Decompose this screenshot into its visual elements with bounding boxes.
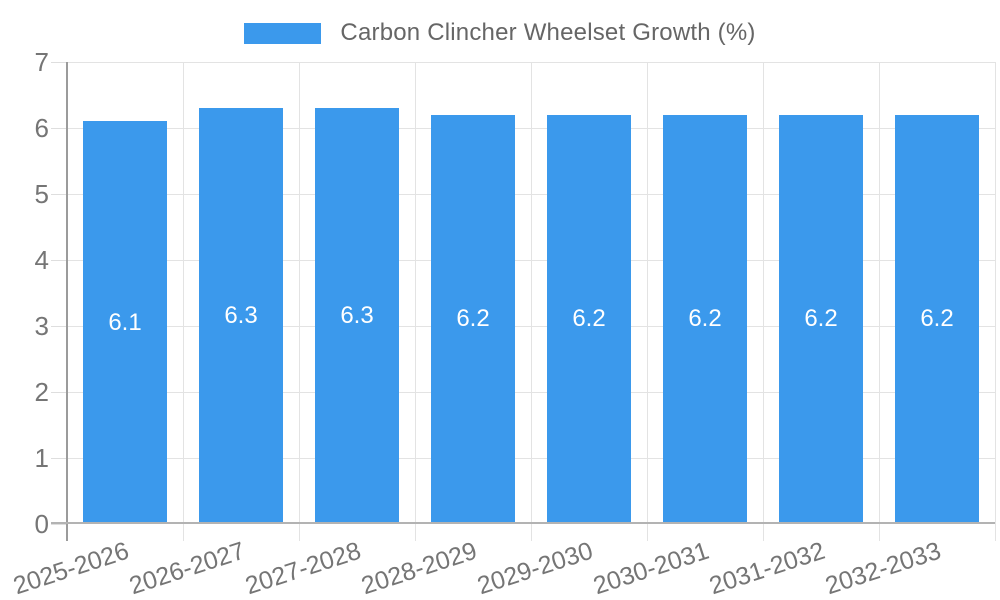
bar[interactable]	[547, 114, 631, 524]
bar[interactable]	[779, 114, 863, 524]
y-axis-label: 7	[34, 47, 49, 77]
y-tick-mark	[51, 127, 67, 129]
y-tick-mark	[51, 259, 67, 261]
y-tick-mark	[51, 391, 67, 393]
y-axis-label: 6	[34, 113, 49, 143]
legend[interactable]: Carbon Clincher Wheelset Growth (%)	[0, 19, 1000, 46]
y-tick-mark	[51, 61, 67, 63]
x-axis-line	[51, 522, 995, 524]
y-tick-mark	[51, 325, 67, 327]
x-gridline	[994, 62, 996, 541]
bar[interactable]	[199, 108, 283, 524]
y-axis-label: 4	[34, 245, 49, 275]
legend-swatch	[244, 22, 322, 44]
x-gridline	[646, 62, 648, 541]
bar-value-label: 6.2	[920, 305, 954, 333]
x-gridline	[878, 62, 880, 541]
y-axis-label: 1	[34, 443, 49, 473]
bar-value-label: 6.2	[572, 305, 606, 333]
bar-value-label: 6.2	[456, 305, 490, 333]
bar-value-label: 6.2	[688, 305, 722, 333]
y-axis-label: 0	[34, 509, 49, 539]
x-gridline	[182, 62, 184, 541]
y-tick-mark	[51, 193, 67, 195]
bar[interactable]	[431, 114, 515, 524]
bar[interactable]	[663, 114, 747, 524]
y-axis-label: 3	[34, 311, 49, 341]
y-axis-label: 2	[34, 377, 49, 407]
x-gridline	[298, 62, 300, 541]
bar[interactable]	[315, 108, 399, 524]
y-tick-mark	[51, 457, 67, 459]
bar-value-label: 6.1	[108, 308, 142, 336]
x-gridline	[762, 62, 764, 541]
x-gridline	[414, 62, 416, 541]
bar-value-label: 6.3	[340, 302, 374, 330]
bar-value-label: 6.3	[224, 302, 258, 330]
x-gridline	[530, 62, 532, 541]
y-axis-label: 5	[34, 179, 49, 209]
y-tick-mark	[51, 523, 67, 525]
bar[interactable]	[83, 121, 167, 524]
bar[interactable]	[895, 114, 979, 524]
legend-label: Carbon Clincher Wheelset Growth (%)	[340, 19, 756, 46]
plot-area: 0 1 2 3 4 5 6 7 6.1 2025-2026 6.3 2026-2027 6.3 2027-…	[10, 49, 996, 600]
y-axis-line	[66, 62, 68, 541]
bar-value-label: 6.2	[804, 305, 838, 333]
